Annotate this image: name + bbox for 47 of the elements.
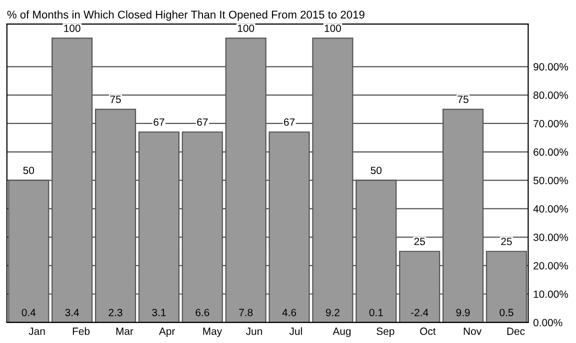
x-tick-label: Feb: [72, 327, 90, 335]
annotation: 9.2: [326, 308, 340, 316]
x-tick-label: Oct: [420, 328, 436, 335]
annotation: 3.4: [65, 308, 80, 316]
data-label: 100: [64, 24, 80, 32]
y-tick-label: 20.00%: [534, 262, 568, 270]
data-label: 50: [23, 166, 34, 174]
annotation: -2.4: [411, 308, 428, 316]
annotation: 2.3: [108, 308, 122, 316]
y-tick-label: 30.00%: [533, 234, 568, 242]
x-tick-label: Apr: [158, 328, 175, 337]
data-label: 67: [197, 118, 208, 126]
y-tick-label: 40.00%: [533, 205, 568, 213]
chart-title: % of Months in Which Closed Higher Than It Opened From 2015 to 2019: [7, 10, 364, 21]
y-tick-label: 80.00%: [534, 92, 568, 99]
x-tick-label: Jan: [28, 328, 45, 335]
data-label: 67: [154, 118, 164, 126]
x-tick-label: Mar: [116, 328, 134, 335]
y-tick-label: 60.00%: [534, 148, 568, 156]
annotation: 4.6: [282, 308, 296, 316]
annotation: 9.9: [456, 308, 470, 316]
y-tick-label: 10.00%: [534, 290, 568, 298]
y-tick-label: 0.00%: [533, 318, 562, 326]
data-label: 67: [284, 118, 295, 126]
annotation: 3.1: [152, 308, 166, 316]
x-tick-label: Jun: [246, 328, 262, 335]
x-tick-label: Nov: [464, 328, 482, 335]
data-label: 25: [414, 238, 425, 246]
annotation: 7.8: [239, 308, 253, 316]
annotation: 0.4: [22, 308, 36, 316]
data-label: 25: [501, 238, 512, 246]
x-tick-label: Aug: [332, 328, 351, 337]
data-label: 100: [238, 24, 254, 32]
y-tick-label: 50.00%: [533, 176, 568, 184]
x-tick-label: Dec: [507, 328, 525, 335]
data-label: 50: [370, 166, 382, 174]
annotation: 6.6: [196, 308, 210, 316]
x-tick-label: May: [203, 328, 222, 337]
data-label: 75: [458, 96, 468, 104]
x-tick-label: Jul: [289, 327, 302, 335]
x-tick-label: Sep: [376, 328, 394, 337]
annotation: 0.5: [500, 308, 514, 316]
data-label: 100: [324, 24, 341, 32]
annotation: 0.1: [369, 308, 383, 316]
y-tick-label: 70.00%: [534, 120, 568, 128]
y-tick-label: 90.00%: [534, 63, 568, 71]
data-label: 75: [110, 96, 121, 104]
